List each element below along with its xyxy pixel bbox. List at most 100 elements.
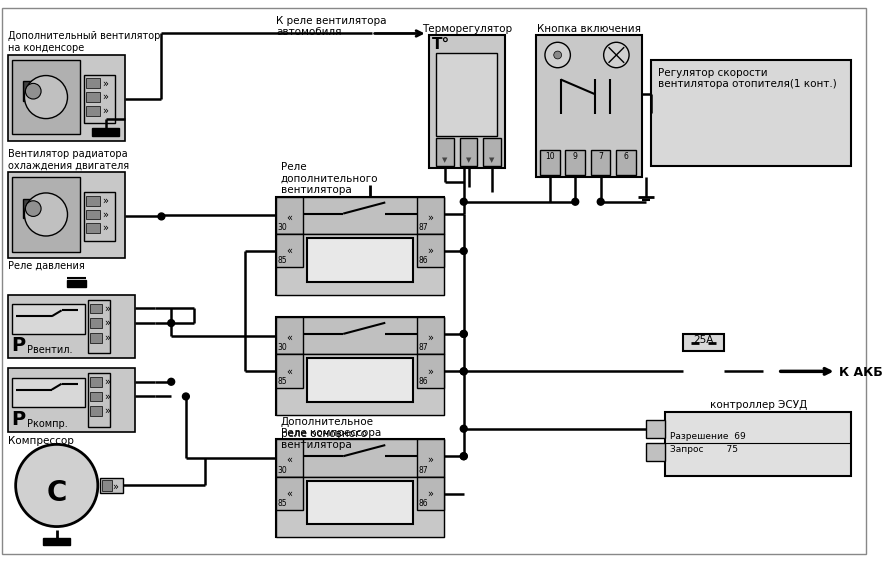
Bar [88, 373, 110, 427]
Bar [86, 210, 100, 219]
Text: ▼: ▼ [442, 157, 447, 164]
Text: 87: 87 [418, 223, 428, 232]
Bar [23, 199, 43, 219]
Bar [276, 317, 303, 355]
Circle shape [183, 393, 189, 400]
Text: «: « [286, 212, 292, 223]
Bar [276, 234, 444, 294]
Text: 85: 85 [277, 499, 287, 508]
Bar [88, 300, 110, 353]
Text: »: » [427, 246, 433, 256]
Text: 85: 85 [277, 377, 287, 386]
Circle shape [158, 213, 165, 220]
Circle shape [460, 368, 467, 375]
Bar [276, 234, 303, 268]
Bar [590, 150, 610, 175]
Text: »: » [104, 303, 110, 313]
Text: P: P [12, 336, 26, 355]
Text: »: » [102, 78, 107, 88]
Circle shape [596, 198, 603, 205]
Text: «: « [286, 488, 292, 498]
Bar [8, 294, 135, 359]
Text: »: » [104, 377, 110, 387]
Text: 87: 87 [418, 343, 428, 352]
Text: 30: 30 [277, 466, 287, 475]
Bar [565, 150, 585, 175]
Text: 7: 7 [597, 152, 602, 161]
Text: «: « [286, 366, 292, 377]
Bar [89, 392, 102, 401]
Text: контроллер ЭСУД: контроллер ЭСУД [709, 400, 806, 410]
Bar [86, 106, 100, 116]
Bar [89, 406, 102, 416]
Bar [102, 479, 112, 491]
Text: Дополнительное
реле основного
вентилятора: Дополнительное реле основного вентилятор… [281, 417, 373, 450]
Text: »: » [102, 106, 107, 116]
Circle shape [167, 378, 175, 385]
Bar [416, 439, 444, 477]
Circle shape [460, 368, 467, 375]
Text: 87: 87 [418, 466, 428, 475]
Text: 30: 30 [277, 223, 287, 232]
Bar [276, 355, 303, 388]
Bar [276, 439, 303, 477]
Bar [86, 223, 100, 233]
Text: Реле компрессора: Реле компрессора [281, 428, 381, 438]
Text: Разрешение  69: Разрешение 69 [670, 432, 745, 441]
Text: »: » [102, 196, 107, 206]
Bar [645, 420, 664, 438]
Bar [307, 359, 412, 402]
Text: «: « [286, 333, 292, 343]
Circle shape [25, 75, 67, 119]
Text: Pкомпр.: Pкомпр. [27, 419, 68, 429]
Bar [92, 128, 120, 136]
Circle shape [571, 198, 578, 205]
Bar [12, 305, 85, 334]
Text: «: « [286, 246, 292, 256]
Circle shape [460, 425, 467, 432]
Bar [459, 138, 477, 166]
Circle shape [460, 453, 467, 460]
Text: 30: 30 [277, 343, 287, 352]
Text: »: » [104, 406, 110, 416]
Bar [8, 55, 125, 141]
Bar [436, 138, 454, 166]
Circle shape [26, 201, 41, 216]
Circle shape [16, 445, 97, 527]
Text: 86: 86 [418, 499, 428, 508]
Bar [416, 234, 444, 268]
Bar [535, 35, 641, 177]
Text: »: » [102, 92, 107, 102]
Circle shape [544, 42, 570, 67]
Text: ▼: ▼ [489, 157, 494, 164]
Text: Запрос        75: Запрос 75 [670, 445, 737, 454]
Text: »: » [104, 318, 110, 328]
Bar [664, 412, 851, 475]
Bar [649, 60, 851, 166]
Bar [276, 439, 444, 477]
Bar [416, 477, 444, 510]
Bar [84, 75, 115, 124]
Bar [436, 53, 496, 136]
Bar [66, 280, 86, 287]
Bar [86, 92, 100, 102]
Text: К АКБ: К АКБ [838, 366, 882, 379]
Text: 9: 9 [572, 152, 577, 161]
Circle shape [603, 42, 628, 67]
Bar [416, 355, 444, 388]
Circle shape [460, 453, 467, 460]
Bar [276, 439, 444, 537]
Text: »: » [427, 455, 433, 465]
Text: Вентилятор радиатора
охлаждения двигателя: Вентилятор радиатора охлаждения двигател… [8, 149, 128, 170]
Bar [12, 177, 80, 252]
Text: 10: 10 [544, 152, 554, 161]
Bar [416, 317, 444, 355]
Text: Pвентил.: Pвентил. [27, 346, 73, 355]
Text: «: « [286, 455, 292, 465]
Bar [86, 196, 100, 206]
Text: С: С [46, 479, 66, 507]
Bar [682, 334, 723, 351]
Text: »: » [427, 333, 433, 343]
Text: ▼: ▼ [465, 157, 470, 164]
Text: Регулятор скорости
вентилятора отопителя(1 конт.): Регулятор скорости вентилятора отопителя… [657, 67, 836, 89]
